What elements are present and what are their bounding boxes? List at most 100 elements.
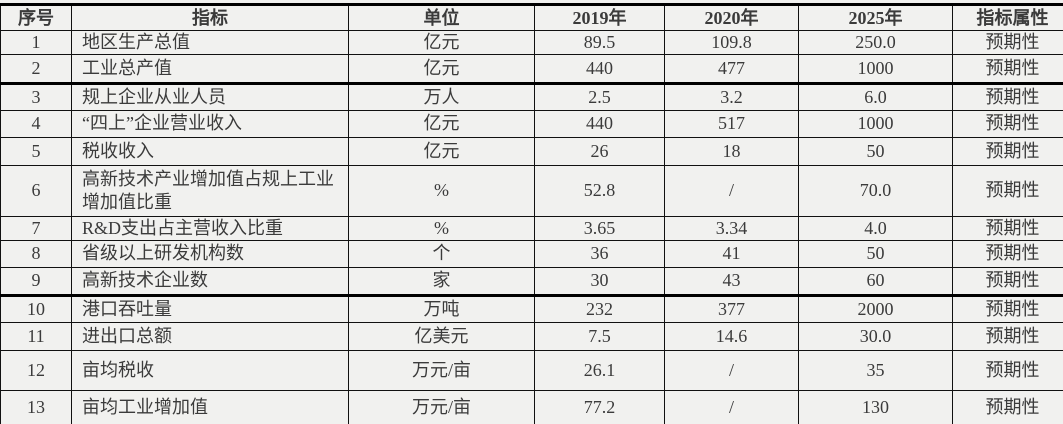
cell-2019: 89.5 <box>534 30 665 55</box>
cell-2019: 232 <box>534 293 665 323</box>
cell-2020: 3.34 <box>664 215 799 241</box>
table-row: 4 “四上”企业营业收入 亿元 440 517 1000 预期性 <box>0 109 1063 138</box>
cell-2020: 18 <box>664 136 799 166</box>
cell-2025: 60 <box>798 266 953 296</box>
cell-indicator: R&D支出占主营收入比重 <box>71 215 349 241</box>
cell-unit: 亿美元 <box>348 321 535 351</box>
cell-attr: 预期性 <box>952 30 1063 55</box>
cell-unit: 亿元 <box>348 30 535 55</box>
table-row: 12 亩均税收 万元/亩 26.1 / 35 预期性 <box>0 349 1063 391</box>
cell-attr: 预期性 <box>952 136 1063 166</box>
cell-attr: 预期性 <box>952 349 1063 391</box>
table-row: 5 税收收入 亿元 26 18 50 预期性 <box>0 136 1063 166</box>
cell-2025: 4.0 <box>798 215 953 241</box>
col-header-num: 序号 <box>0 3 72 31</box>
cell-indicator: 地区生产总值 <box>71 30 349 55</box>
cell-2025: 1000 <box>798 109 953 138</box>
cell-2019: 2.5 <box>534 81 665 111</box>
cell-indicator: 省级以上研发机构数 <box>71 239 349 268</box>
cell-num: 10 <box>0 293 72 323</box>
cell-num: 1 <box>0 30 72 55</box>
cell-2020: 41 <box>664 239 799 268</box>
cell-indicator: 港口吞吐量 <box>71 293 349 323</box>
col-header-attr: 指标属性 <box>952 3 1063 31</box>
cell-num: 7 <box>0 215 72 241</box>
cell-2019: 440 <box>534 53 665 84</box>
col-header-2019: 2019年 <box>534 3 665 31</box>
cell-num: 13 <box>0 389 72 424</box>
cell-2025: 35 <box>798 349 953 391</box>
cell-indicator: 高新技术产业增加值占规上工业增加值比重 <box>71 164 349 217</box>
cell-2020: 109.8 <box>664 30 799 55</box>
cell-2020: 43 <box>664 266 799 296</box>
cell-2019: 77.2 <box>534 389 665 424</box>
table-row: 11 进出口总额 亿美元 7.5 14.6 30.0 预期性 <box>0 321 1063 351</box>
cell-attr: 预期性 <box>952 109 1063 138</box>
cell-num: 8 <box>0 239 72 268</box>
cell-2019: 30 <box>534 266 665 296</box>
cell-unit: 个 <box>348 239 535 268</box>
table-row: 2 工业总产值 亿元 440 477 1000 预期性 <box>0 53 1063 84</box>
cell-attr: 预期性 <box>952 53 1063 84</box>
cell-unit: % <box>348 215 535 241</box>
table-body: 1 地区生产总值 亿元 89.5 109.8 250.0 预期性 2 工业总产值… <box>0 30 1063 424</box>
cell-unit: 家 <box>348 266 535 296</box>
cell-2019: 3.65 <box>534 215 665 241</box>
cell-attr: 预期性 <box>952 266 1063 296</box>
cell-unit: 万人 <box>348 81 535 111</box>
cell-2019: 36 <box>534 239 665 268</box>
table-row: 8 省级以上研发机构数 个 36 41 50 预期性 <box>0 239 1063 268</box>
cell-2025: 2000 <box>798 293 953 323</box>
table-row: 10 港口吞吐量 万吨 232 377 2000 预期性 <box>0 293 1063 323</box>
cell-2020: 377 <box>664 293 799 323</box>
cell-indicator: “四上”企业营业收入 <box>71 109 349 138</box>
cell-num: 5 <box>0 136 72 166</box>
cell-2025: 50 <box>798 239 953 268</box>
cell-indicator: 工业总产值 <box>71 53 349 84</box>
cell-num: 11 <box>0 321 72 351</box>
cell-unit: 万元/亩 <box>348 349 535 391</box>
cell-unit: 万吨 <box>348 293 535 323</box>
table-row: 9 高新技术企业数 家 30 43 60 预期性 <box>0 266 1063 296</box>
cell-2025: 250.0 <box>798 30 953 55</box>
table-row: 1 地区生产总值 亿元 89.5 109.8 250.0 预期性 <box>0 30 1063 55</box>
cell-2020: 3.2 <box>664 81 799 111</box>
cell-2019: 26.1 <box>534 349 665 391</box>
cell-unit: % <box>348 164 535 217</box>
cell-2019: 440 <box>534 109 665 138</box>
cell-attr: 预期性 <box>952 293 1063 323</box>
cell-2019: 26 <box>534 136 665 166</box>
cell-num: 9 <box>0 266 72 296</box>
cell-indicator: 亩均工业增加值 <box>71 389 349 424</box>
cell-indicator: 规上企业从业人员 <box>71 81 349 111</box>
cell-indicator: 进出口总额 <box>71 321 349 351</box>
table-row: 7 R&D支出占主营收入比重 % 3.65 3.34 4.0 预期性 <box>0 215 1063 241</box>
indicator-table: 序号 指标 单位 2019年 2020年 2025年 指标属性 1 地区生产总值… <box>0 3 1063 424</box>
cell-2020: 14.6 <box>664 321 799 351</box>
cell-attr: 预期性 <box>952 164 1063 217</box>
cell-attr: 预期性 <box>952 239 1063 268</box>
col-header-2025: 2025年 <box>798 3 953 31</box>
table-header-row: 序号 指标 单位 2019年 2020年 2025年 指标属性 <box>0 3 1063 31</box>
cell-2020: / <box>664 389 799 424</box>
cell-2020: / <box>664 349 799 391</box>
cell-unit: 万元/亩 <box>348 389 535 424</box>
cell-2025: 50 <box>798 136 953 166</box>
cell-indicator: 税收收入 <box>71 136 349 166</box>
col-header-unit: 单位 <box>348 3 535 31</box>
table-row: 6 高新技术产业增加值占规上工业增加值比重 % 52.8 / 70.0 预期性 <box>0 164 1063 217</box>
cell-attr: 预期性 <box>952 321 1063 351</box>
cell-unit: 亿元 <box>348 53 535 84</box>
cell-num: 6 <box>0 164 72 217</box>
cell-attr: 预期性 <box>952 215 1063 241</box>
cell-2025: 30.0 <box>798 321 953 351</box>
col-header-indicator: 指标 <box>71 3 349 31</box>
cell-2020: 477 <box>664 53 799 84</box>
cell-num: 2 <box>0 53 72 84</box>
cell-indicator: 亩均税收 <box>71 349 349 391</box>
table-row: 13 亩均工业增加值 万元/亩 77.2 / 130 预期性 <box>0 389 1063 424</box>
cell-unit: 亿元 <box>348 136 535 166</box>
cell-2025: 1000 <box>798 53 953 84</box>
cell-2025: 70.0 <box>798 164 953 217</box>
table-row: 3 规上企业从业人员 万人 2.5 3.2 6.0 预期性 <box>0 81 1063 111</box>
